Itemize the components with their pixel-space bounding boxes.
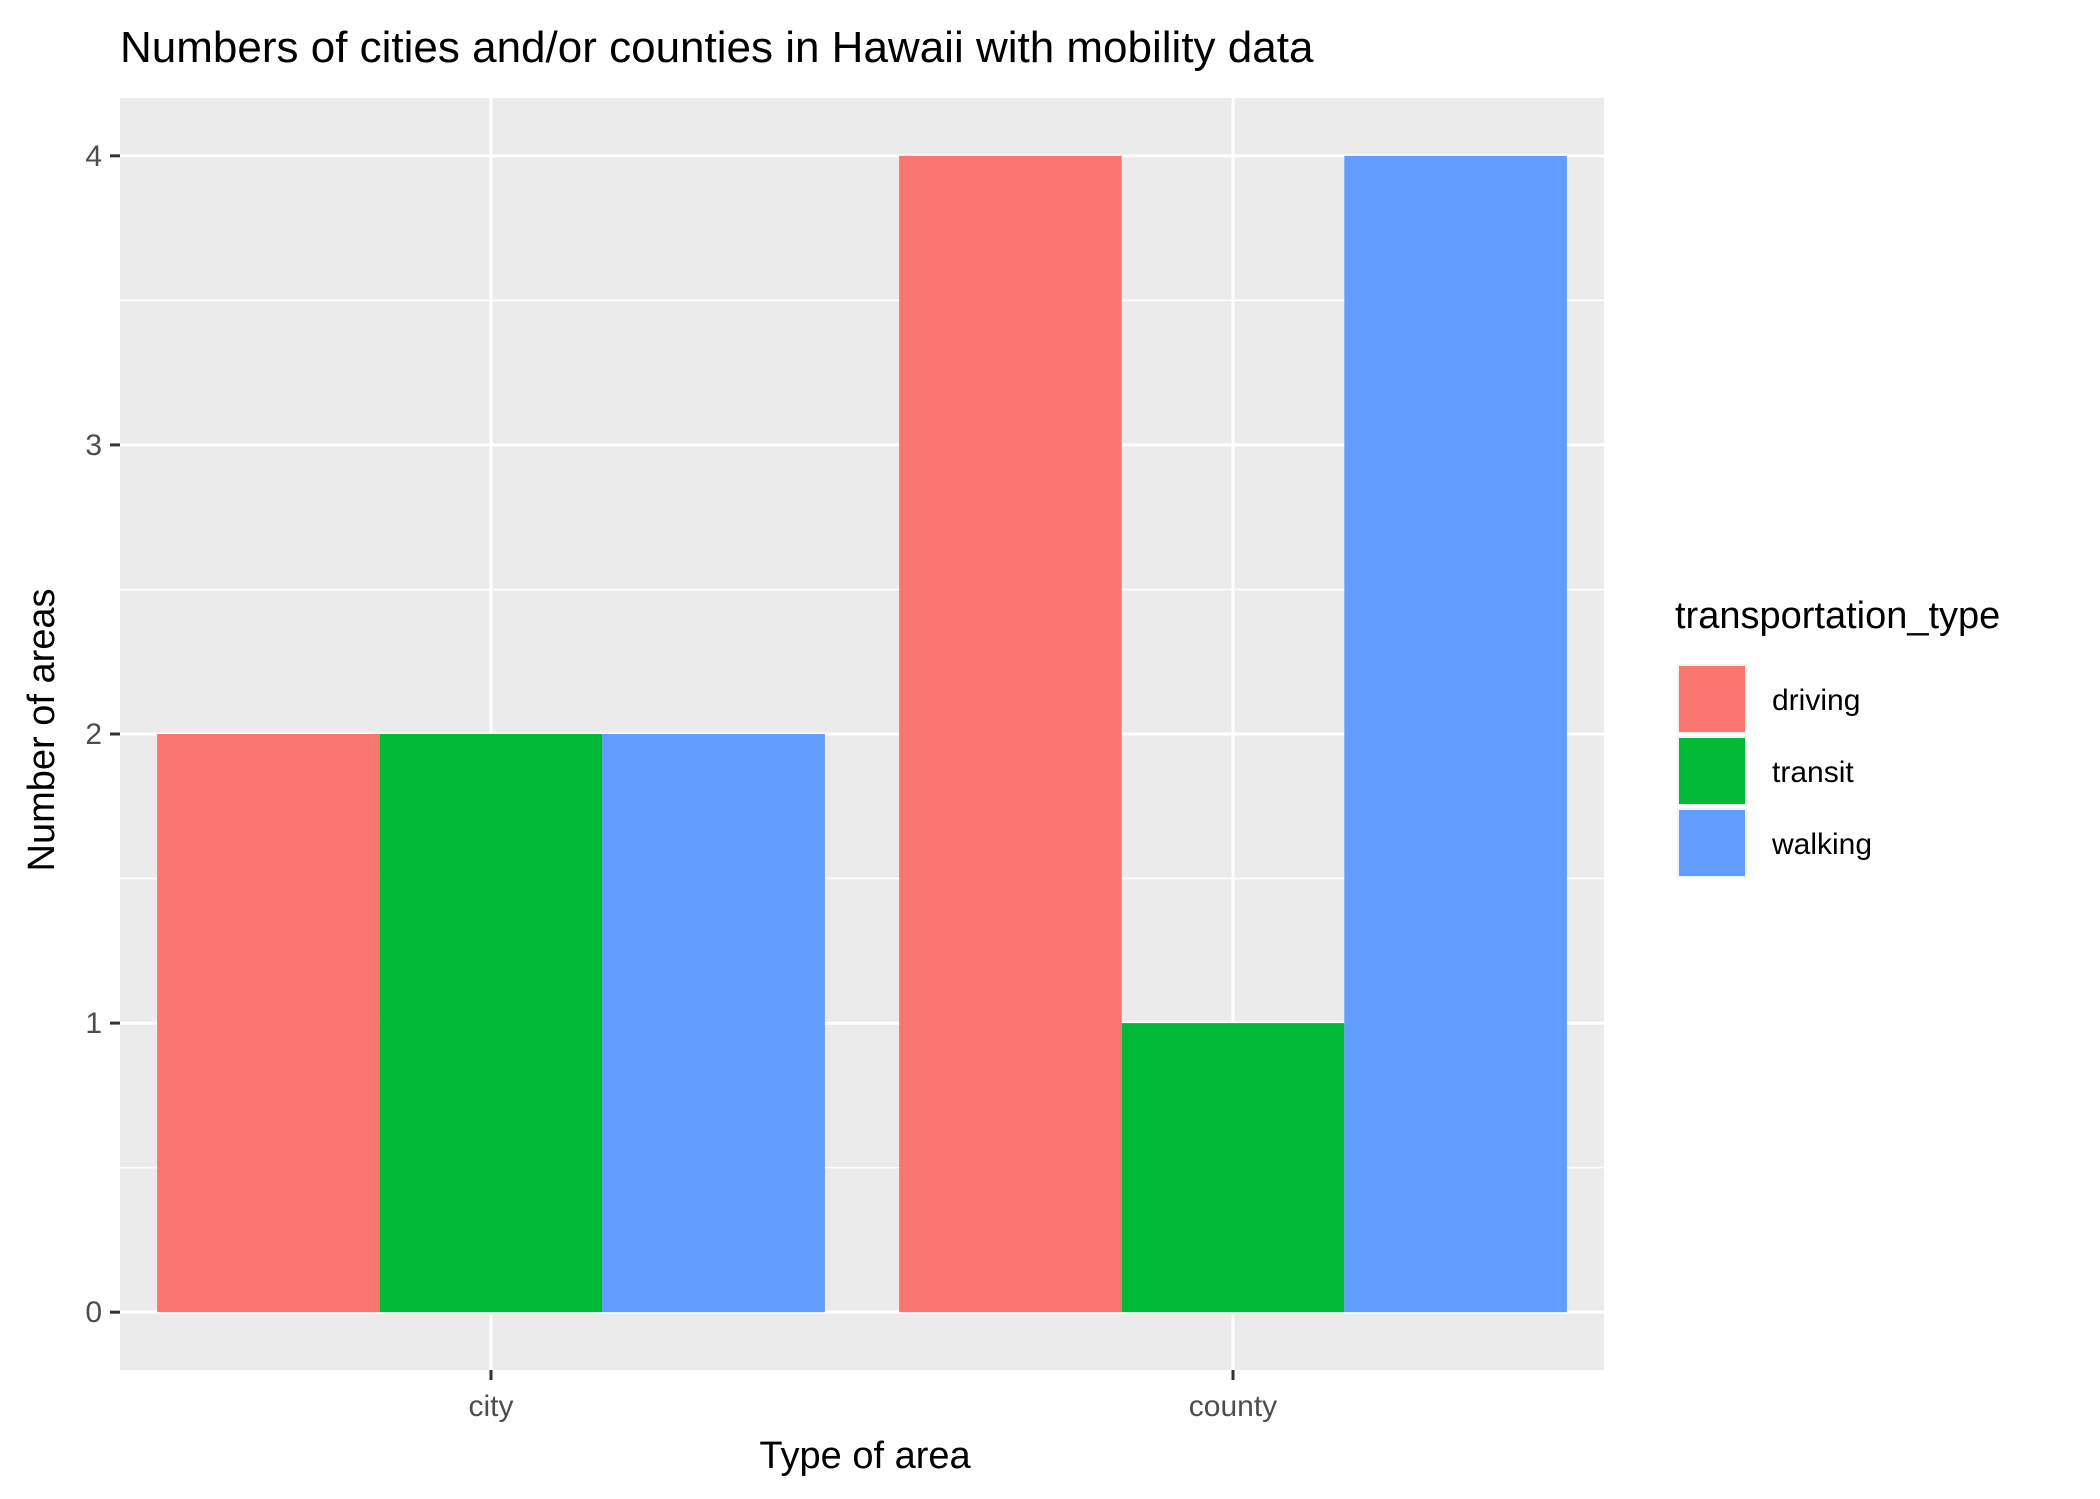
y-tick-label: 3	[85, 429, 102, 462]
bar-transit-city	[379, 734, 603, 1313]
bar-driving-county	[899, 155, 1122, 1313]
y-axis-title: Number of areas	[21, 588, 63, 871]
x-tick-label: city	[469, 1390, 514, 1423]
legend: transportation_type driving transit walkin…	[1675, 595, 2000, 878]
legend-swatch-walking	[1679, 810, 1745, 876]
y-axis: 0 1 2 3 4	[85, 140, 120, 1329]
y-tick-label: 1	[85, 1007, 102, 1040]
legend-label-driving: driving	[1772, 684, 1860, 717]
x-tick-label: county	[1189, 1390, 1277, 1423]
legend-items: driving transit walking	[1677, 664, 1872, 878]
bars	[157, 155, 1567, 1313]
y-tick-label: 4	[85, 140, 102, 173]
chart-title: Numbers of cities and/or counties in Haw…	[120, 23, 1314, 72]
bar-walking-county	[1344, 155, 1567, 1313]
x-axis: city county	[469, 1370, 1277, 1423]
legend-label-transit: transit	[1772, 756, 1854, 789]
y-tick-label: 0	[85, 1296, 102, 1329]
bar-driving-city	[157, 734, 380, 1313]
bar-transit-county	[1121, 1023, 1345, 1313]
y-tick-label: 2	[85, 718, 102, 751]
legend-label-walking: walking	[1771, 828, 1872, 861]
legend-swatch-transit	[1679, 738, 1745, 804]
bar-walking-city	[602, 734, 825, 1313]
legend-swatch-driving	[1679, 666, 1745, 732]
legend-title: transportation_type	[1675, 595, 2000, 637]
x-axis-title: Type of area	[759, 1435, 971, 1477]
